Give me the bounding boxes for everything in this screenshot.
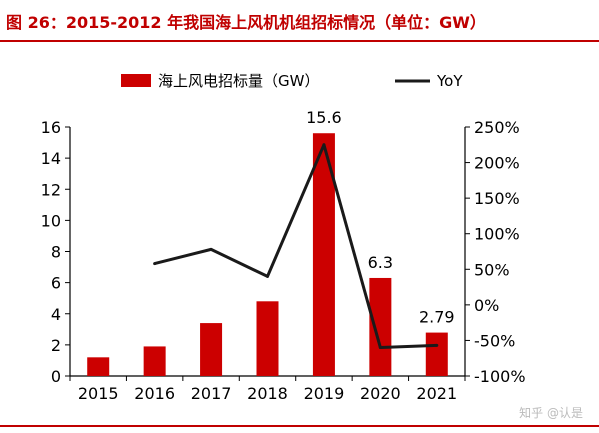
yoy-point-2018 [266, 274, 269, 278]
x-tick-label: 2018 [247, 384, 288, 403]
yoy-point-2020 [378, 346, 382, 350]
yoy-point-2019 [322, 143, 326, 147]
x-tick-label: 2017 [191, 384, 232, 403]
bar-2017 [200, 323, 223, 376]
bar-2019 [312, 133, 335, 376]
y-left-tick-label: 2 [51, 336, 61, 355]
y-left-tick-label: 6 [51, 274, 61, 293]
bar-data-label: 15.6 [306, 108, 342, 127]
y-right-tick-label: 0% [474, 296, 499, 315]
yoy-point-2016 [153, 262, 157, 266]
y-left-tick-label: 10 [41, 211, 61, 230]
figure-title: 图 26：2015-2012 年我国海上风机机组招标情况（单位：GW） [6, 13, 486, 32]
legend-bar-swatch [121, 74, 151, 87]
bar-data-label: 6.3 [368, 253, 393, 272]
bar-2021 [425, 332, 448, 376]
y-left-tick-label: 16 [41, 118, 61, 137]
y-right-tick-label: 250% [474, 118, 520, 137]
y-right-tick-label: 150% [474, 189, 520, 208]
x-tick-label: 2021 [416, 384, 457, 403]
watermark: 知乎 @认是 [519, 406, 583, 420]
x-tick-label: 2016 [134, 384, 175, 403]
bar-2018 [256, 301, 279, 376]
y-right-tick-label: -100% [474, 367, 526, 386]
y-right-tick-label: 100% [474, 225, 520, 244]
legend-line-label: YoY [436, 72, 463, 90]
bar-2016 [143, 346, 166, 376]
y-left-tick-label: 8 [51, 243, 61, 262]
y-left-tick-label: 4 [51, 305, 61, 324]
bar-2020 [369, 277, 392, 376]
y-right-tick-label: 50% [474, 260, 510, 279]
yoy-line [154, 143, 437, 350]
legend-bar-label: 海上风电招标量（GW） [158, 72, 319, 90]
x-tick-label: 2015 [78, 384, 119, 403]
x-tick-label: 2020 [360, 384, 401, 403]
bar-data-label: 2.79 [419, 308, 455, 327]
yoy-point-2021 [435, 343, 439, 347]
title-rule [0, 40, 599, 42]
y-left-tick-label: 12 [41, 180, 61, 199]
y-left-tick-label: 14 [41, 149, 61, 168]
y-right-tick-label: -50% [474, 331, 515, 350]
x-tick-label: 2019 [304, 384, 345, 403]
y-left-tick-label: 0 [51, 367, 61, 386]
yoy-point-2017 [209, 247, 213, 251]
bar-2015 [87, 357, 110, 376]
y-right-tick-label: 200% [474, 154, 520, 173]
bottom-rule [0, 425, 599, 427]
